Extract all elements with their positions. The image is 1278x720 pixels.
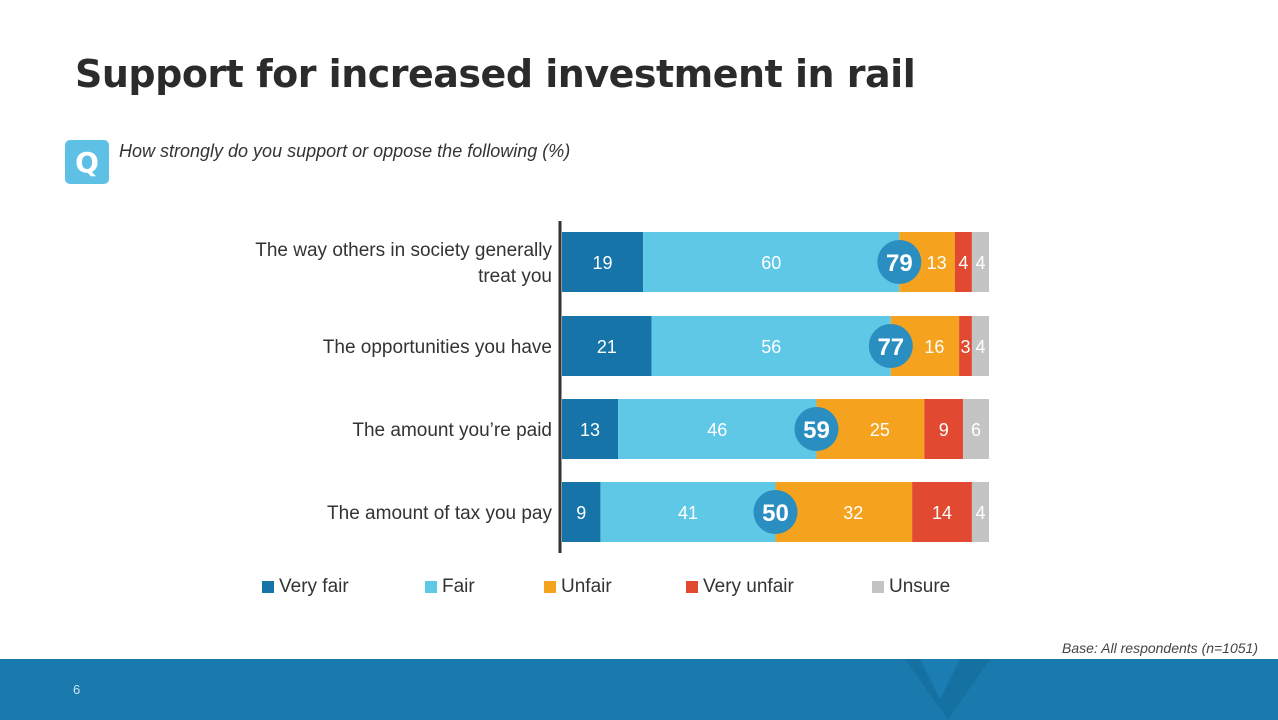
q-icon-letter: Q (75, 146, 99, 179)
net-fair-label: 59 (803, 417, 830, 444)
base-note: Base: All respondents (n=1051) (1062, 640, 1258, 656)
bar-segment (963, 399, 989, 459)
category-label-line: The amount you’re paid (352, 420, 552, 441)
legend-item: Very fair (262, 576, 349, 598)
bar-segment (643, 232, 900, 292)
category-label: The amount you’re paid (352, 420, 552, 441)
q-icon-background (65, 140, 109, 184)
page-title: Support for increased investment in rail (75, 52, 916, 96)
bar-segment (924, 399, 964, 459)
legend-item: Very unfair (686, 576, 794, 598)
bar-value-label: 13 (927, 253, 947, 273)
legend-label: Unsure (889, 576, 951, 597)
bar-value-label: 4 (975, 253, 985, 273)
bar-segment (959, 316, 972, 376)
category-label-line: treat you (478, 266, 552, 287)
bar-segment (562, 316, 652, 376)
category-label-line: The amount of tax you pay (327, 503, 552, 524)
bar-value-label: 4 (958, 253, 968, 273)
question-text: How strongly do you support or oppose th… (119, 141, 571, 161)
net-fair-badge (868, 324, 913, 368)
category-label-line: The way others in society generally (255, 240, 552, 261)
legend-swatch (686, 581, 698, 593)
bar-value-label: 46 (707, 420, 727, 440)
chart-legend: Very fair Fair Unfair Very unfair Unsure (262, 576, 982, 600)
net-fair-badge (877, 240, 922, 284)
bar-value-label: 32 (843, 503, 863, 523)
category-label-line: The opportunities you have (323, 337, 552, 358)
legend-label: Fair (442, 576, 475, 597)
bar-value-label: 56 (761, 337, 781, 357)
net-fair-badge (794, 407, 839, 451)
bar-value-label: 4 (975, 503, 985, 523)
legend-item: Fair (425, 576, 475, 598)
bar-value-label: 9 (939, 420, 949, 440)
bar-value-label: 25 (870, 420, 890, 440)
bar-segment (651, 316, 891, 376)
bar-value-label: 9 (576, 503, 586, 523)
category-label: The opportunities you have (323, 337, 552, 358)
legend-item: Unsure (872, 576, 950, 598)
legend-swatch (425, 581, 437, 593)
bar-segment (600, 482, 776, 542)
net-fair-badge (753, 490, 798, 534)
legend-label: Very unfair (703, 576, 794, 597)
bar-value-label: 41 (678, 503, 698, 523)
bar-value-label: 6 (971, 420, 981, 440)
stacked-bar-chart: The way others in society generally treat… (255, 221, 989, 553)
bar-value-label: 21 (597, 337, 617, 357)
category-label: The amount of tax you pay (327, 503, 552, 524)
bar-segment (954, 232, 972, 292)
legend-swatch (872, 581, 884, 593)
bar-segment (618, 399, 817, 459)
bar-segment (971, 316, 989, 376)
net-fair-label: 50 (762, 500, 789, 527)
bar-segment (912, 482, 972, 542)
net-fair-label: 77 (877, 334, 904, 361)
bar-segment (562, 482, 601, 542)
bar-value-label: 3 (961, 337, 971, 357)
footer-bar: 6 (0, 659, 1278, 720)
bar-segment (562, 232, 644, 292)
legend-swatch (544, 581, 556, 593)
legend-label: Unfair (561, 576, 612, 597)
bar-value-label: 13 (580, 420, 600, 440)
bar-value-label: 60 (761, 253, 781, 273)
bar-segment (971, 482, 989, 542)
bar-value-label: 4 (975, 337, 985, 357)
bar-segment (971, 232, 989, 292)
bar-value-label: 16 (924, 337, 944, 357)
bar-segment (775, 482, 913, 542)
q-icon: Q (65, 140, 109, 184)
page-number: 6 (73, 682, 81, 697)
legend-label: Very fair (279, 576, 349, 597)
legend-swatch (262, 581, 274, 593)
legend-item: Unfair (544, 576, 612, 598)
footer-decoration (905, 659, 990, 720)
bar-value-label: 19 (593, 253, 613, 273)
category-label: The way others in society generally treat… (255, 240, 552, 287)
net-fair-label: 79 (886, 250, 913, 277)
bar-segment (562, 399, 619, 459)
bar-value-label: 14 (932, 503, 952, 523)
